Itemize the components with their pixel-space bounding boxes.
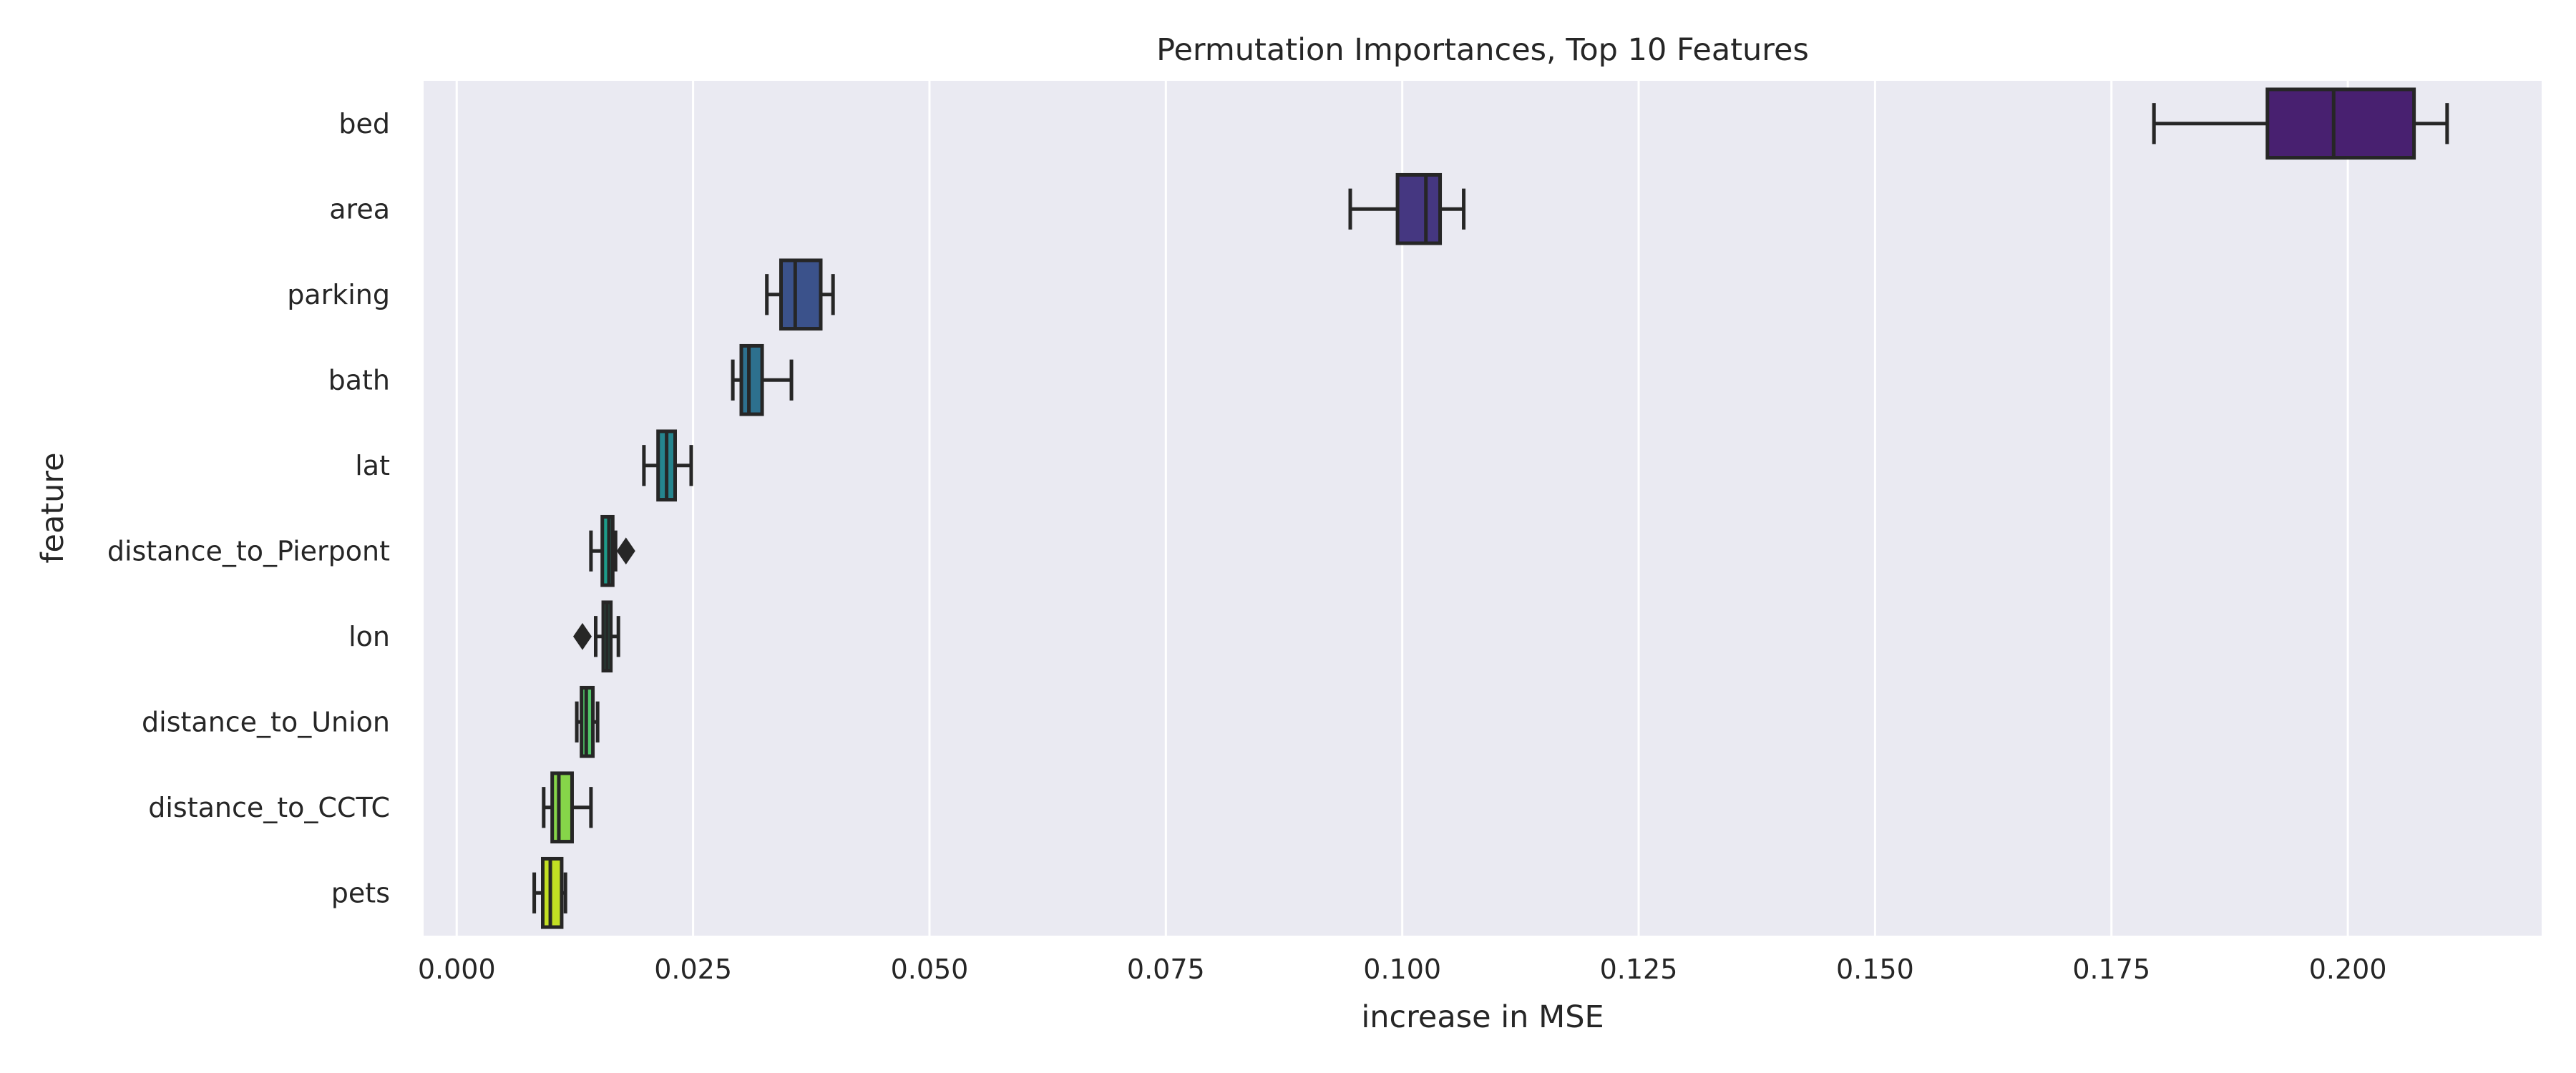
box-bed — [2152, 87, 2449, 160]
y-tick-label: parking — [287, 279, 390, 310]
x-tick-label: 0.150 — [1836, 954, 1914, 985]
y-tick-label: pets — [331, 877, 390, 908]
x-tick-label: 0.175 — [2072, 954, 2150, 985]
iqr-box — [541, 856, 564, 929]
y-axis-label: feature — [35, 452, 71, 563]
iqr-box — [739, 343, 764, 416]
x-axis-label: increase in MSE — [1361, 999, 1604, 1035]
y-tick-label: lon — [348, 621, 390, 652]
x-tick-label: 0.100 — [1363, 954, 1441, 985]
x-tick-label: 0.050 — [891, 954, 969, 985]
y-tick-labels: bed area parking bath lat distance_to_Pierpon… — [107, 108, 390, 909]
x-tick-label: 0.000 — [418, 954, 496, 985]
box-bath — [731, 343, 794, 416]
box-lon — [573, 600, 620, 673]
x-tick-label: 0.075 — [1127, 954, 1205, 985]
box-lat — [642, 429, 693, 502]
box-parking — [765, 258, 835, 331]
y-tick-label: lat — [355, 450, 390, 481]
box-area — [1348, 172, 1466, 245]
box-distance-to-cctc — [542, 771, 593, 844]
plot-background — [424, 81, 2542, 936]
chart-title: Permutation Importances, Top 10 Features — [1156, 32, 1809, 68]
y-tick-label: bath — [328, 364, 390, 396]
y-tick-label: area — [329, 193, 390, 225]
box-pets — [532, 856, 567, 929]
iqr-box — [1395, 172, 1443, 245]
box-distance-to-union — [575, 685, 600, 758]
x-tick-labels: 0.000 0.025 0.050 0.075 0.100 0.125 0.150 0.175… — [418, 954, 2387, 985]
y-tick-label: distance_to_Union — [142, 706, 390, 738]
x-tick-label: 0.125 — [1600, 954, 1678, 985]
x-tick-label: 0.025 — [654, 954, 732, 985]
iqr-box — [779, 258, 823, 331]
y-tick-label: distance_to_CCTC — [148, 792, 390, 823]
y-tick-label: distance_to_Pierpont — [107, 535, 390, 567]
outlier-point — [573, 622, 592, 650]
box-distance-to-pierpont — [589, 514, 635, 587]
y-tick-label: bed — [338, 108, 390, 139]
iqr-box — [2265, 87, 2416, 160]
iqr-box — [550, 771, 574, 844]
outlier-point — [616, 537, 635, 565]
x-tick-label: 0.200 — [2309, 954, 2387, 985]
boxes-group — [532, 87, 2449, 929]
